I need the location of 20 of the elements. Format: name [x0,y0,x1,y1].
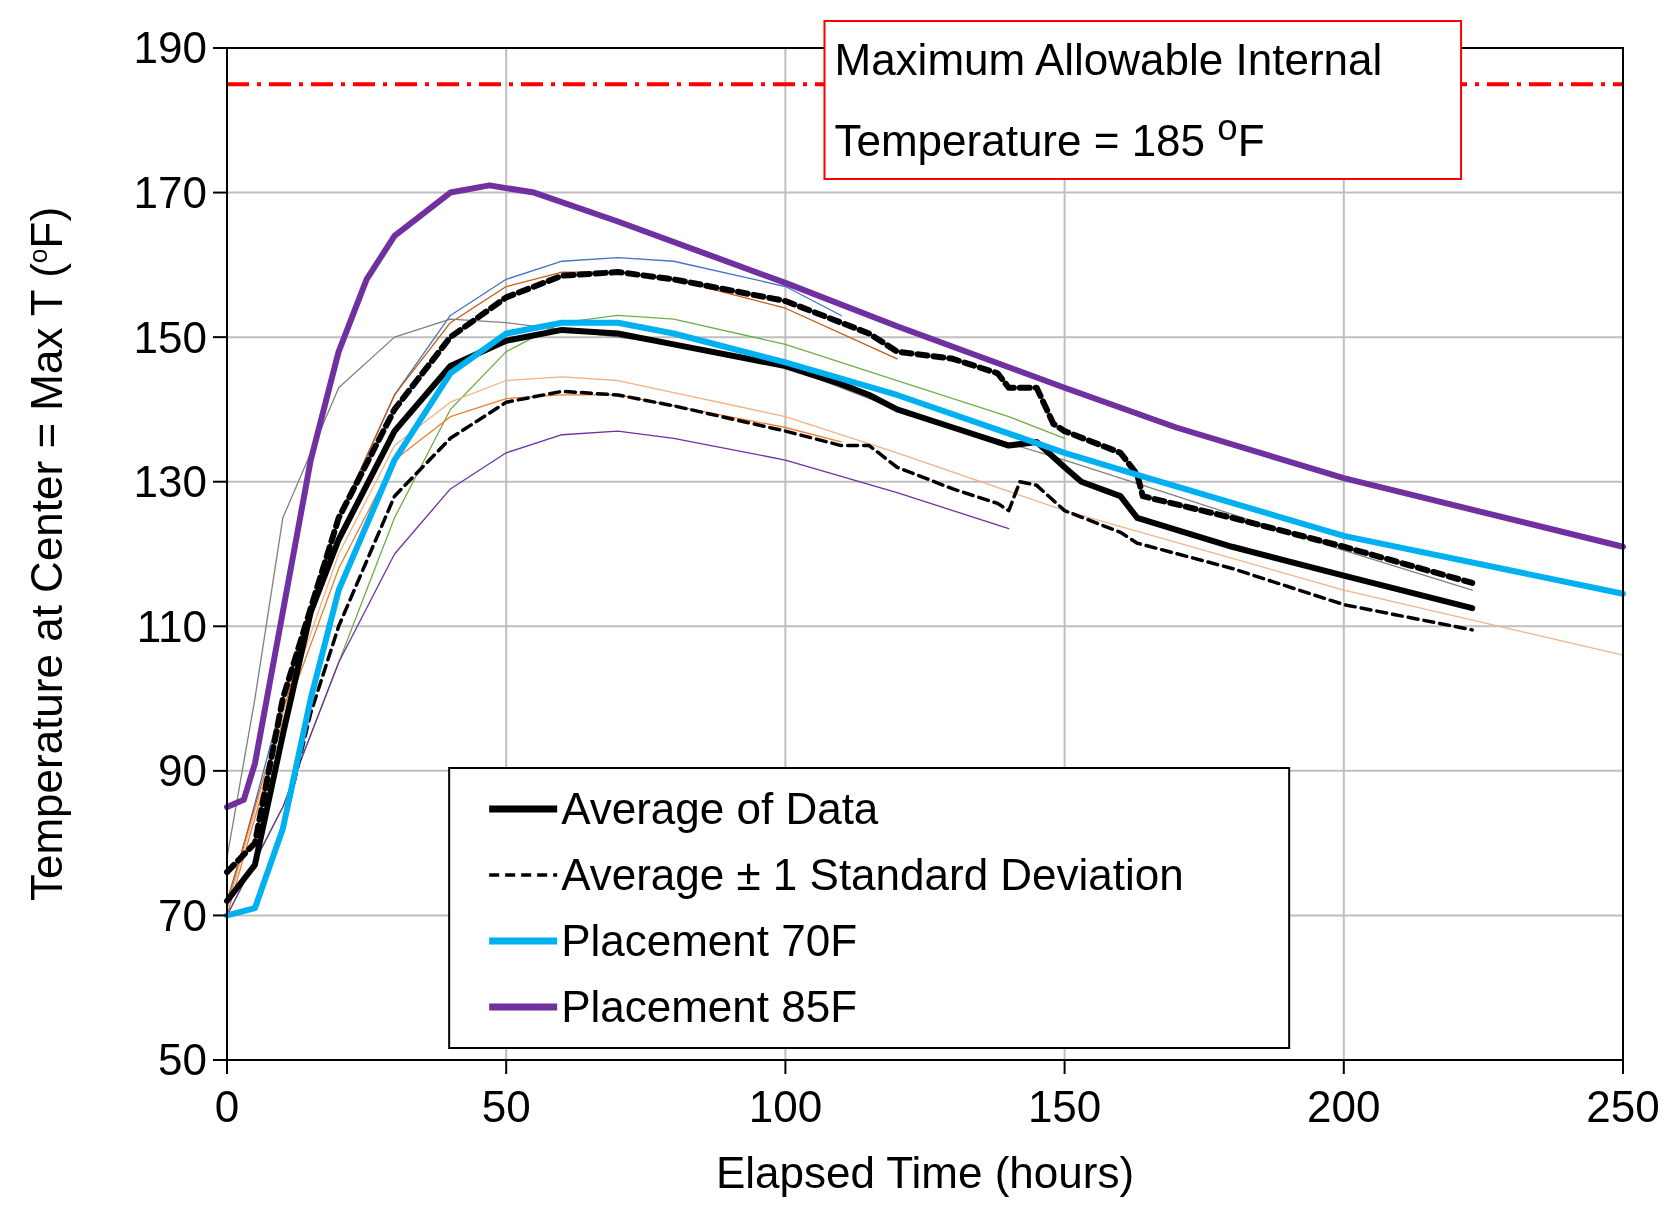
legend-label: Average of Data [561,784,879,834]
legend-label: Placement 70F [561,916,858,966]
x-tick-label: 250 [1586,1082,1660,1131]
y-tick-label: 130 [133,457,207,507]
x-axis-title: Elapsed Time (hours) [715,1148,1135,1197]
x-tick-label: 150 [1027,1082,1102,1131]
x-tick-label: 50 [481,1082,531,1131]
y-tick-label: 70 [158,890,207,940]
x-tick-label: 0 [214,1082,240,1131]
y-tick-label: 170 [133,167,207,217]
y-tick-label: 110 [136,601,207,651]
y-tick-label: 50 [158,1035,207,1085]
y-tick-label: 90 [158,746,207,796]
y-tick-label: 190 [133,23,207,73]
x-tick-label: 200 [1307,1082,1381,1131]
ref-line-label: Maximum Allowable Internal Temperature = 185 $^{o}$F [834,34,1384,167]
legend-label: Placement 85F [561,982,858,1032]
y-tick-label: 150 [133,312,207,362]
x-tick-label: 100 [748,1082,823,1131]
legend-label: Average ± 1 Standard Deviation [561,850,1184,900]
